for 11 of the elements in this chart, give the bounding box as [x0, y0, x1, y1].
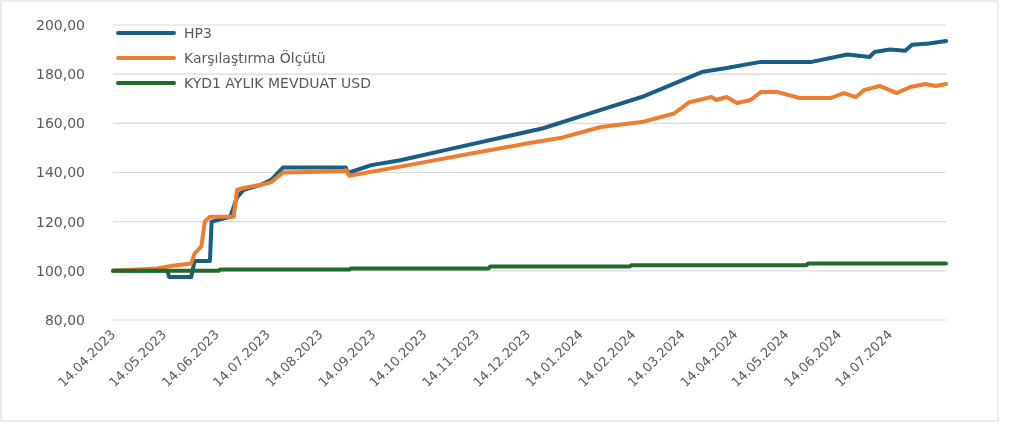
y-tick-label: 200,00	[36, 16, 85, 33]
y-tick-label: 180,00	[36, 66, 85, 83]
legend-label: KYD1 AYLIK MEVDUAT USD	[184, 74, 371, 91]
line-series	[111, 261, 948, 273]
legend-label: HP3	[184, 24, 212, 41]
y-tick-label: 120,00	[36, 213, 85, 230]
y-tick-label: 80,00	[44, 311, 85, 328]
y-tick-label: 140,00	[36, 164, 85, 181]
legend-label: Karşılaştırma Ölçütü	[184, 48, 326, 66]
y-tick-label: 160,00	[36, 115, 85, 132]
y-tick-label: 100,00	[36, 262, 85, 279]
